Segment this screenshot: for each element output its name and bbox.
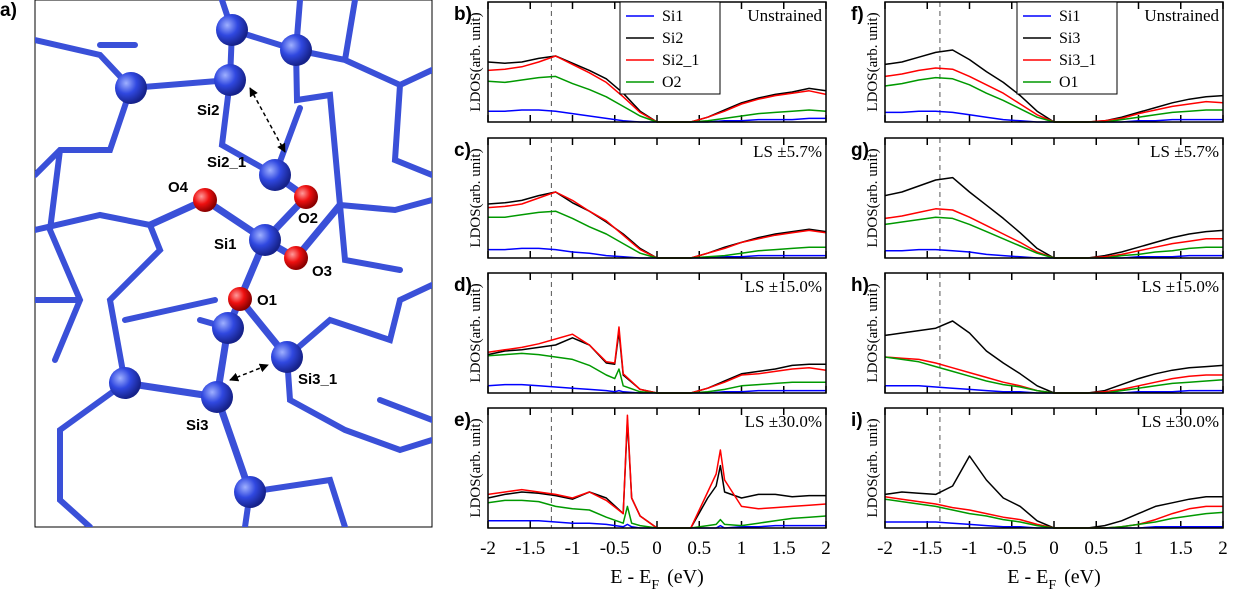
x-tick-label: -0.5	[997, 538, 1027, 559]
x-tick-label: 1.5	[772, 538, 796, 559]
x-label-unit: (eV)	[667, 566, 704, 588]
x-tick-label: -0.5	[600, 538, 630, 559]
annotation: Unstrained	[747, 6, 822, 25]
legend-label: Si3	[1059, 30, 1080, 47]
x-tick-label: 0	[652, 538, 662, 559]
atom	[201, 381, 233, 413]
x-tick-label: -2	[480, 538, 496, 559]
legend-label: Si2_1	[662, 52, 699, 69]
y-axis-label: LDOS(arb. unit)	[865, 12, 881, 111]
y-axis-label: LDOS(arb. unit)	[468, 148, 484, 247]
y-axis-label: LDOS(arb. unit)	[865, 148, 881, 247]
series-line	[885, 456, 1223, 528]
atom	[271, 341, 303, 373]
ldos-panel: d)LDOS(arb. unit)LS ±15.0%	[454, 273, 826, 393]
atom-label: Si3	[186, 417, 209, 434]
atom-label: Si2_1	[207, 154, 246, 171]
legend-label: O2	[662, 74, 682, 91]
atom-label: Si3_1	[298, 371, 337, 388]
atom	[216, 14, 248, 46]
x-tick-label: -2	[877, 538, 893, 559]
x-tick-label: 2	[821, 538, 831, 559]
atom	[109, 367, 141, 399]
x-axis-label: E - EF (eV)	[1007, 566, 1101, 593]
annotation: LS ±5.7%	[1150, 142, 1219, 161]
atom-label: O4	[168, 179, 189, 196]
x-tick-label: -1.5	[515, 538, 545, 559]
annotation: LS ±30.0%	[1142, 412, 1219, 431]
x-tick-label: 0	[1049, 538, 1059, 559]
annotation: LS ±5.7%	[753, 142, 822, 161]
annotation: LS ±15.0%	[1142, 277, 1219, 296]
x-label-main: E - E	[1007, 566, 1048, 588]
x-tick-label: 1	[1134, 538, 1144, 559]
series-line	[488, 415, 826, 528]
y-axis-label: LDOS(arb. unit)	[468, 12, 484, 111]
panel-label: f)	[851, 4, 864, 25]
panel-label: i)	[851, 410, 863, 431]
atom-label: Si2	[197, 102, 220, 119]
series-line	[488, 420, 826, 528]
annotation: Unstrained	[1144, 6, 1219, 25]
atom	[193, 188, 217, 212]
y-axis-label: LDOS(arb. unit)	[468, 418, 484, 517]
x-tick-label: 0.5	[1084, 538, 1108, 559]
figure: a) Si2 Si2_1 O4 O2 Si1	[0, 0, 1239, 596]
x-tick-label: -1.5	[912, 538, 942, 559]
series-line	[885, 321, 1223, 393]
x-tick-label: 0.5	[687, 538, 711, 559]
atom-label: Si1	[214, 236, 237, 253]
atom	[228, 287, 252, 311]
x-tick-label: -1	[962, 538, 978, 559]
legend-label: Si1	[1059, 8, 1080, 25]
x-tick-label: 2	[1218, 538, 1228, 559]
x-tick-label: 1	[737, 538, 747, 559]
ldos-panel: f)LDOS(arb. unit) Unstrained Si1 Si3 Si3_1 O1	[851, 2, 1223, 122]
annotation: LS ±30.0%	[745, 412, 822, 431]
x-tick-label: -1	[565, 538, 581, 559]
atom	[234, 476, 266, 508]
atom	[212, 312, 244, 344]
atom-label: O3	[312, 263, 332, 280]
legend-label: Si3_1	[1059, 52, 1096, 69]
structure-panel: a) Si2 Si2_1 O4 O2 Si1	[0, 0, 432, 527]
atom	[259, 159, 291, 191]
legend-label: Si2	[662, 30, 683, 47]
y-axis-label: LDOS(arb. unit)	[865, 418, 881, 517]
atom	[115, 72, 147, 104]
x-label-main: E - E	[610, 566, 651, 588]
x-tick-label: 1.5	[1169, 538, 1193, 559]
legend-label: O1	[1059, 74, 1079, 91]
x-label-sub: F	[651, 578, 659, 593]
x-label-unit: (eV)	[1064, 566, 1101, 588]
ldos-panel: c)LDOS(arb. unit)LS ±5.7%	[454, 138, 826, 258]
ldos-panel: i)LDOS(arb. unit) -2 -1.5 -1 -0.5 0 0.5 1 1.5 2 LS…	[851, 408, 1228, 593]
panel-label: a)	[0, 0, 17, 21]
y-axis-label: LDOS(arb. unit)	[865, 283, 881, 382]
ldos-panel: h)LDOS(arb. unit)LS ±15.0%	[851, 273, 1223, 393]
atom	[249, 224, 281, 256]
atom-label: O2	[298, 210, 318, 227]
y-axis-label: LDOS(arb. unit)	[468, 283, 484, 382]
atom	[280, 34, 312, 66]
atom	[294, 185, 318, 209]
atom-label: O1	[257, 292, 277, 309]
annotation: LS ±15.0%	[745, 277, 822, 296]
ldos-panel: g)LDOS(arb. unit)LS ±5.7%	[851, 138, 1223, 258]
atom	[284, 246, 308, 270]
atom	[214, 64, 246, 96]
legend-label: Si1	[662, 8, 683, 25]
x-axis-label: E - EF (eV)	[610, 566, 704, 593]
x-label-sub: F	[1048, 578, 1056, 593]
